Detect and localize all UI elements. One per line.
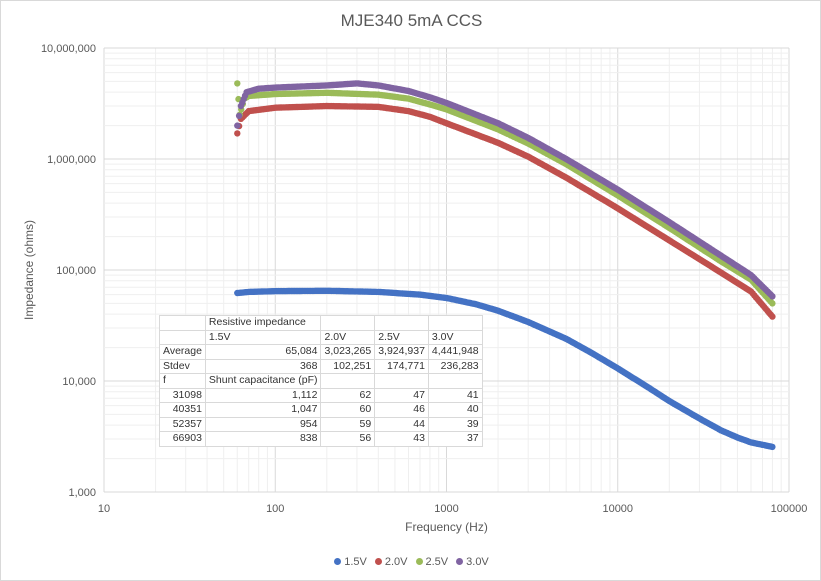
table-cell: 3,924,937 (374, 344, 429, 360)
x-tick-label: 10 (98, 503, 110, 515)
table-cell: 56 (320, 431, 376, 447)
table-cell: 59 (320, 416, 376, 432)
table-cell: 60 (320, 402, 376, 418)
table-cell: Average (159, 344, 206, 360)
series-2.0V (234, 102, 776, 320)
table-cell: 47 (374, 387, 429, 403)
legend-item: 2.0V (374, 556, 408, 568)
x-tick-label: 1000 (434, 503, 458, 515)
legend-label: 1.5V (344, 556, 367, 568)
table-cell: 1,112 (204, 387, 322, 403)
x-tick-label: 100000 (771, 503, 808, 515)
series-2.5V (234, 80, 776, 307)
legend-item: 3.0V (456, 556, 489, 568)
y-tick-label: 10,000,000 (41, 43, 96, 55)
table-row: Average 65,084 3,023,265 3,924,937 4,441,948 (159, 344, 483, 360)
legend-marker-icon (456, 557, 464, 565)
table-cell: 954 (204, 416, 322, 432)
table-row: Resistive impedance (159, 315, 483, 331)
table-cell: Shunt capacitance (pF) (204, 373, 322, 389)
y-tick-label: 10,000 (62, 376, 96, 388)
table-cell: 40 (427, 402, 483, 418)
table-cell: Stdev (159, 358, 206, 374)
table-cell: 62 (320, 387, 376, 403)
table-cell (427, 315, 483, 331)
table-cell (427, 373, 483, 389)
legend-label: 2.0V (384, 556, 408, 568)
data-point (234, 122, 241, 129)
table-cell: 838 (204, 431, 322, 447)
table-cell: 66903 (159, 431, 206, 447)
table-cell: 174,771 (374, 358, 429, 374)
y-tick-label: 100,000 (56, 265, 96, 277)
data-point (234, 130, 241, 137)
data-point (769, 443, 776, 451)
table-cell: 1,047 (204, 402, 322, 418)
data-point (234, 80, 241, 87)
table-cell: 31098 (159, 387, 206, 403)
legend-marker-icon (415, 557, 423, 565)
table-cell (320, 315, 376, 331)
legend-label: 3.0V (466, 556, 489, 568)
table-cell: f (159, 373, 206, 389)
table-cell: 39 (427, 416, 483, 432)
table-row: 66903 838 56 43 37 (159, 431, 483, 447)
table-cell: 52357 (159, 416, 206, 432)
data-point (769, 300, 776, 307)
table-row: 31098 1,112 62 47 41 (159, 387, 483, 403)
table-cell: 37 (427, 431, 483, 447)
legend-marker-icon (374, 557, 382, 565)
table-cell: 368 (204, 358, 322, 374)
table-cell: 65,084 (204, 344, 322, 360)
tick-layer: 10 100 1000 10000 100000 1,000 10,000 100,000 1,… (41, 43, 807, 515)
data-table: Resistive impedance 1.5V 2.0V 2.5V 3.0V Avera… (159, 315, 483, 447)
table-cell (159, 315, 206, 331)
table-cell: 4,441,948 (427, 344, 483, 360)
table-cell: 2.0V (320, 329, 376, 345)
table-cell (374, 315, 429, 331)
table-cell (159, 329, 206, 345)
table-cell: Resistive impedance (204, 315, 322, 331)
table-cell: 40351 (159, 402, 206, 418)
y-axis-title: Impedance (ohms) (22, 220, 36, 320)
legend-item: 2.5V (415, 556, 449, 568)
legend-label: 2.5V (425, 556, 449, 568)
table-cell: 46 (374, 402, 429, 418)
table-cell: 2.5V (374, 329, 429, 345)
y-tick-label: 1,000 (68, 487, 96, 499)
table-row: 40351 1,047 60 46 40 (159, 402, 483, 418)
data-point (235, 112, 243, 120)
chart-title: MJE340 5mA CCS (340, 11, 483, 30)
x-tick-label: 10000 (602, 503, 633, 515)
y-tick-label: 1,000,000 (47, 154, 96, 166)
data-point (769, 313, 776, 320)
x-axis-title: Frequency (Hz) (405, 520, 488, 534)
series-layer (234, 80, 776, 451)
table-cell: 3,023,265 (320, 344, 376, 360)
table-row: f Shunt capacitance (pF) (159, 373, 483, 389)
table-cell: 1.5V (204, 329, 322, 345)
table-cell: 102,251 (320, 358, 376, 374)
legend: 1.5V 2.0V 2.5V 3.0V (1, 556, 820, 568)
table-cell (374, 373, 429, 389)
table-cell: 41 (427, 387, 483, 403)
series-1.5V (234, 287, 776, 451)
series-3.0V (234, 80, 776, 300)
table-cell: 44 (374, 416, 429, 432)
legend-item: 1.5V (334, 556, 367, 568)
table-cell: 3.0V (427, 329, 483, 345)
table-cell: 236,283 (427, 358, 483, 374)
table-cell: 43 (374, 431, 429, 447)
x-tick-label: 100 (266, 503, 284, 515)
table-row: 1.5V 2.0V 2.5V 3.0V (159, 329, 483, 345)
table-row: 52357 954 59 44 39 (159, 416, 483, 432)
data-point (769, 293, 776, 300)
table-cell (320, 373, 376, 389)
table-row: Stdev 368 102,251 174,771 236,283 (159, 358, 483, 374)
legend-marker-icon (334, 557, 342, 565)
